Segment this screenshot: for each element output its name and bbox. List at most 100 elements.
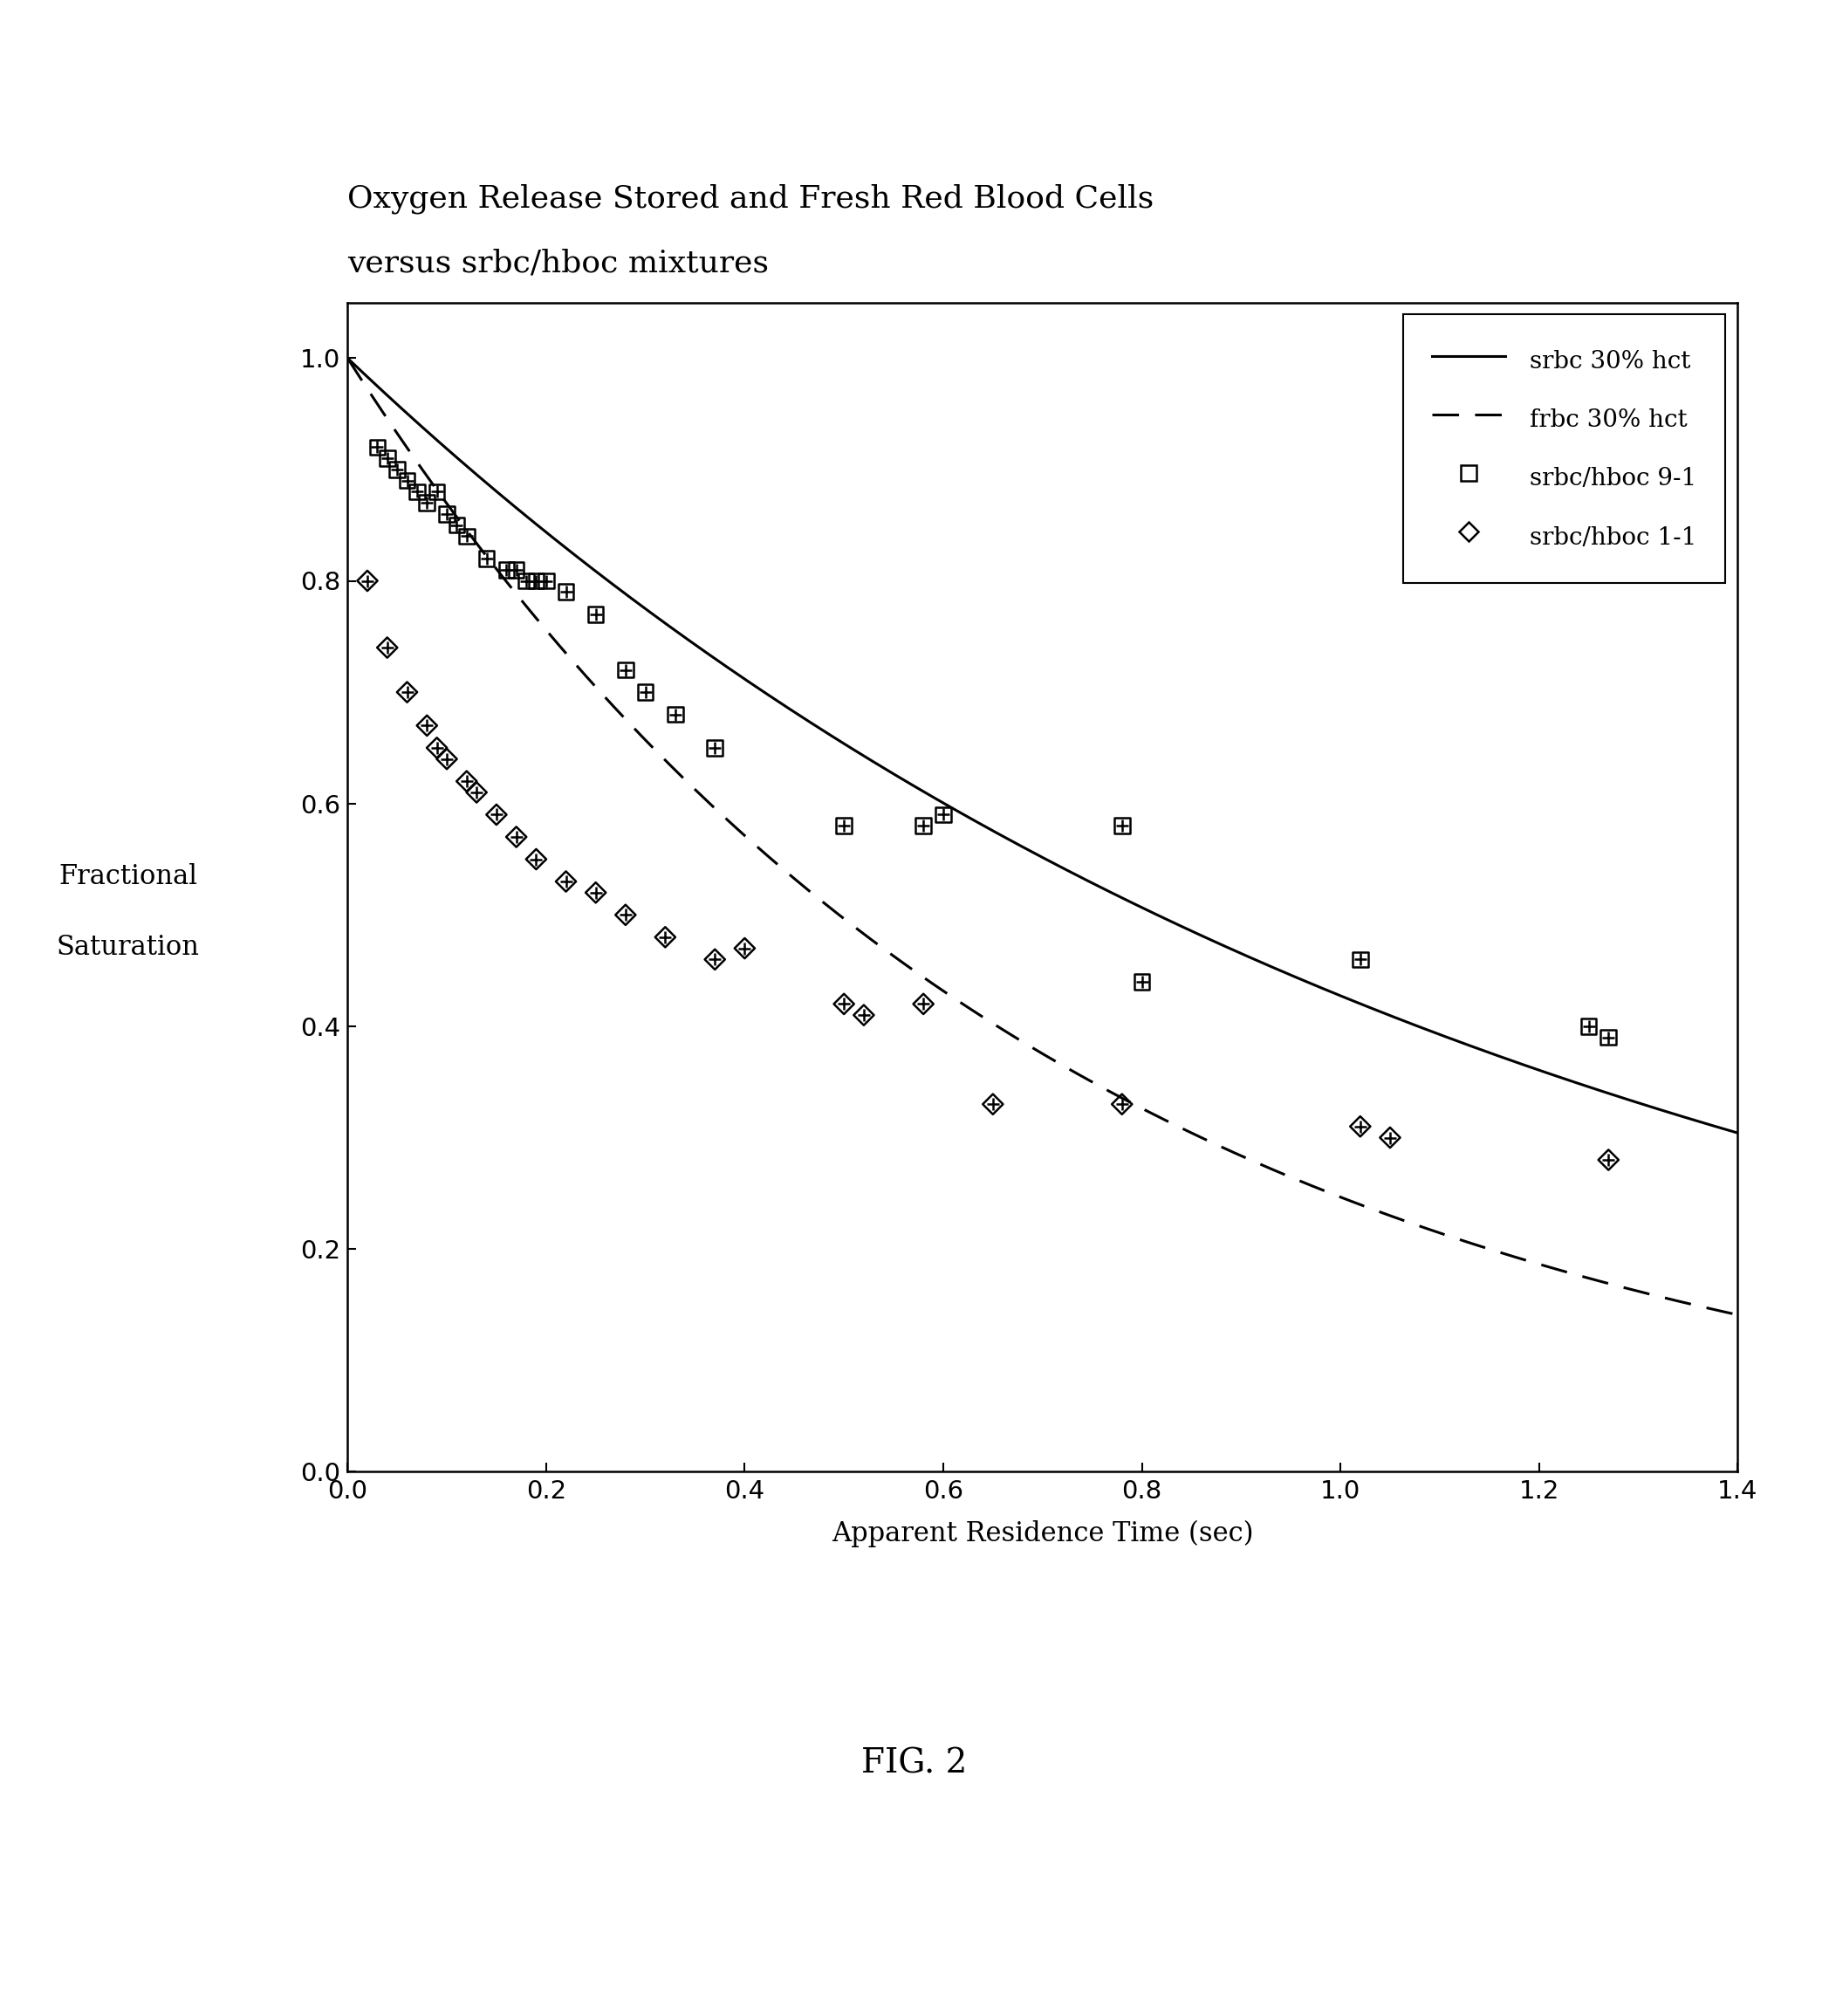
srbc/hboc 1-1 xyxy=(582,877,611,909)
srbc/hboc 1-1 xyxy=(730,931,759,964)
srbc/hboc 9-1 xyxy=(521,564,551,597)
frbc 30% hct xyxy=(337,347,358,371)
srbc/hboc 1-1 xyxy=(1375,1121,1405,1153)
Point xyxy=(452,766,481,798)
srbc/hboc 9-1 xyxy=(631,675,660,708)
Point xyxy=(1346,943,1375,976)
Point xyxy=(660,698,690,730)
Point xyxy=(929,798,958,831)
srbc/hboc 9-1 xyxy=(1593,1022,1622,1054)
srbc/hboc 1-1 xyxy=(1346,1111,1375,1143)
srbc/hboc 1-1 xyxy=(521,843,551,875)
srbc 30% hct xyxy=(1222,937,1244,962)
Point xyxy=(501,821,530,853)
Point xyxy=(611,899,640,931)
srbc/hboc 1-1 xyxy=(373,631,402,663)
srbc/hboc 9-1 xyxy=(402,476,432,508)
srbc/hboc 1-1 xyxy=(979,1089,1008,1121)
Point xyxy=(492,554,521,587)
Point xyxy=(512,564,541,597)
srbc/hboc 9-1 xyxy=(1127,966,1156,998)
frbc 30% hct xyxy=(1727,1302,1749,1327)
Point xyxy=(481,798,510,831)
Point xyxy=(551,865,580,897)
frbc 30% hct xyxy=(422,472,444,496)
Point xyxy=(829,988,858,1020)
srbc 30% hct xyxy=(1180,919,1202,943)
Point xyxy=(432,498,461,530)
Point xyxy=(829,810,858,843)
srbc/hboc 1-1 xyxy=(829,988,858,1020)
srbc/hboc 9-1 xyxy=(432,498,461,530)
frbc 30% hct xyxy=(1180,1121,1202,1145)
Point xyxy=(452,520,481,552)
Point xyxy=(521,564,551,597)
frbc 30% hct xyxy=(1143,1103,1165,1127)
Point xyxy=(631,675,660,708)
Point xyxy=(373,442,402,474)
srbc/hboc 1-1 xyxy=(849,1000,878,1032)
Line: frbc 30% hct: frbc 30% hct xyxy=(348,359,1738,1314)
X-axis label: Apparent Residence Time (sec): Apparent Residence Time (sec) xyxy=(832,1520,1253,1548)
Point xyxy=(701,732,730,764)
Text: Fractional: Fractional xyxy=(59,863,198,891)
Point xyxy=(1127,966,1156,998)
srbc/hboc 9-1 xyxy=(829,810,858,843)
srbc/hboc 1-1 xyxy=(1593,1143,1622,1175)
Point xyxy=(521,843,551,875)
srbc/hboc 9-1 xyxy=(1575,1010,1604,1042)
Point xyxy=(582,599,611,631)
srbc 30% hct xyxy=(1143,901,1165,925)
srbc/hboc 1-1 xyxy=(463,776,492,808)
srbc/hboc 9-1 xyxy=(929,798,958,831)
frbc 30% hct xyxy=(1222,1141,1244,1165)
srbc/hboc 1-1 xyxy=(353,564,382,597)
srbc/hboc 9-1 xyxy=(362,431,391,464)
Point xyxy=(611,653,640,685)
srbc/hboc 9-1 xyxy=(452,520,481,552)
srbc/hboc 9-1 xyxy=(382,454,412,486)
Point xyxy=(582,877,611,909)
Point xyxy=(1107,1089,1136,1121)
Point xyxy=(373,631,402,663)
Point xyxy=(472,542,501,575)
Point xyxy=(1575,1010,1604,1042)
Legend: srbc 30% hct, frbc 30% hct, srbc/hboc 9-1, srbc/hboc 1-1: srbc 30% hct, frbc 30% hct, srbc/hboc 9-… xyxy=(1403,314,1725,583)
srbc/hboc 1-1 xyxy=(481,798,510,831)
Point xyxy=(1593,1143,1622,1175)
srbc/hboc 1-1 xyxy=(701,943,730,976)
srbc/hboc 1-1 xyxy=(551,865,580,897)
Point xyxy=(551,577,580,609)
srbc/hboc 1-1 xyxy=(651,921,680,954)
srbc/hboc 9-1 xyxy=(501,554,530,587)
srbc/hboc 9-1 xyxy=(393,464,422,496)
srbc 30% hct xyxy=(337,347,358,371)
srbc/hboc 9-1 xyxy=(492,554,521,587)
Point xyxy=(393,464,422,496)
srbc 30% hct xyxy=(1390,1008,1412,1032)
srbc/hboc 9-1 xyxy=(532,564,562,597)
frbc 30% hct xyxy=(1533,1254,1555,1278)
Point xyxy=(422,732,452,764)
srbc/hboc 9-1 xyxy=(660,698,690,730)
Point xyxy=(1375,1121,1405,1153)
Text: Oxygen Release Stored and Fresh Red Blood Cells: Oxygen Release Stored and Fresh Red Bloo… xyxy=(348,183,1154,214)
srbc/hboc 9-1 xyxy=(512,564,541,597)
srbc/hboc 9-1 xyxy=(1107,810,1136,843)
Point xyxy=(1107,810,1136,843)
srbc/hboc 9-1 xyxy=(611,653,640,685)
srbc/hboc 1-1 xyxy=(1107,1089,1136,1121)
srbc 30% hct xyxy=(422,423,444,448)
Point xyxy=(1346,1111,1375,1143)
srbc/hboc 1-1 xyxy=(611,899,640,931)
Text: Saturation: Saturation xyxy=(57,933,199,962)
srbc/hboc 9-1 xyxy=(373,442,402,474)
srbc/hboc 1-1 xyxy=(412,710,441,742)
Text: versus srbc/hboc mixtures: versus srbc/hboc mixtures xyxy=(348,248,768,278)
Line: srbc 30% hct: srbc 30% hct xyxy=(348,359,1738,1133)
srbc/hboc 9-1 xyxy=(582,599,611,631)
Point xyxy=(402,476,432,508)
Point xyxy=(412,710,441,742)
Point xyxy=(463,776,492,808)
srbc 30% hct xyxy=(1727,1121,1749,1145)
